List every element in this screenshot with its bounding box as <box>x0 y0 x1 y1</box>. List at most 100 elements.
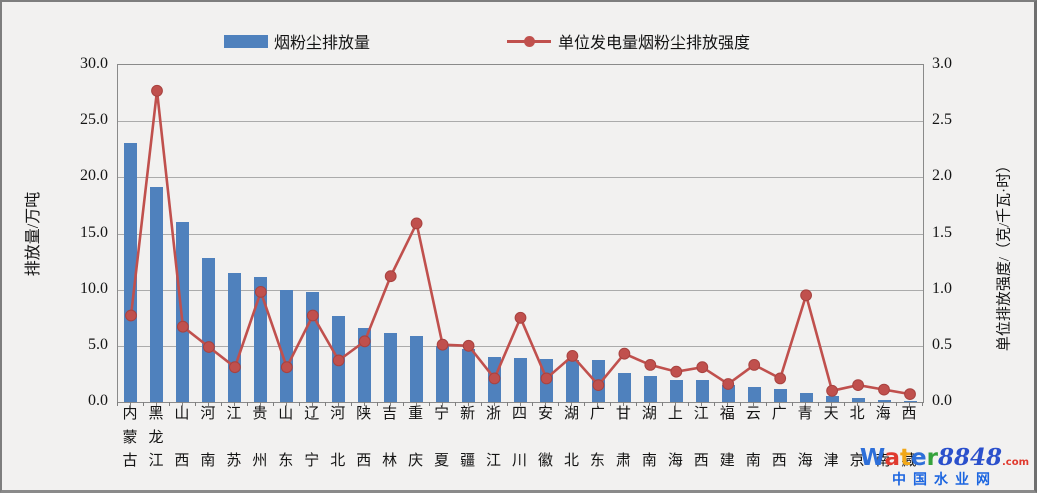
bar-山西 <box>176 222 190 402</box>
line-point-上海 <box>670 365 683 378</box>
x-axis-labels: 内蒙古黑龙江山西河南江苏贵州山东辽宁河北陕西吉林重庆宁夏新疆浙江四川安徽湖北广东… <box>117 406 922 470</box>
line-point-陕西 <box>358 335 371 348</box>
line-point-广东 <box>592 379 605 392</box>
x-category-label-新疆: 新疆 <box>460 406 476 469</box>
x-axis-tick <box>207 402 209 406</box>
line-point-北京 <box>852 379 864 392</box>
x-axis-tick <box>194 402 196 406</box>
x-axis-tick <box>259 402 261 406</box>
x-axis-tick <box>363 402 365 406</box>
x-axis-tick <box>740 402 742 406</box>
left-axis-tick-label: 20.0 <box>80 167 108 185</box>
x-category-label-山西: 山西 <box>174 406 190 469</box>
line-point-重庆 <box>410 217 423 230</box>
left-axis-tick-label: 15.0 <box>80 223 108 241</box>
x-axis-tick <box>792 402 794 406</box>
line-marker-icon <box>523 35 535 47</box>
x-category-label-甘肃: 甘肃 <box>615 406 631 469</box>
x-axis-tick <box>870 402 872 406</box>
x-axis-tick <box>844 402 846 406</box>
bar-天津 <box>825 396 839 402</box>
x-axis-tick <box>376 402 378 406</box>
x-category-label-河北: 河北 <box>330 406 346 469</box>
x-axis-tick <box>805 402 807 406</box>
x-axis-tick <box>142 402 144 406</box>
line-point-江苏 <box>229 361 241 374</box>
x-axis-tick <box>467 402 469 406</box>
line-point-安徽 <box>540 372 553 385</box>
x-axis-tick <box>883 402 885 406</box>
line-point-山西 <box>177 320 189 333</box>
x-axis-tick <box>701 402 703 406</box>
bar-甘肃 <box>617 372 631 402</box>
watermark-subtitle: 中国水业网 <box>891 472 997 488</box>
right-axis-tick-label: 2.5 <box>932 111 952 129</box>
x-axis-tick <box>233 402 235 406</box>
x-category-label-北京: 北京 <box>849 406 865 469</box>
watermark-letter: r <box>926 445 938 471</box>
x-axis-tick <box>415 402 417 406</box>
watermark-tld: .com <box>1001 457 1029 468</box>
x-category-label-陕西: 陕西 <box>356 406 372 469</box>
x-category-label-安徽: 安徽 <box>537 406 553 469</box>
x-axis-tick <box>311 402 313 406</box>
bar-青海 <box>799 393 813 402</box>
gridline <box>118 289 923 291</box>
x-axis-tick <box>506 402 508 406</box>
x-category-label-山东: 山东 <box>278 406 294 469</box>
left-axis-tick-label: 25.0 <box>80 111 108 129</box>
x-category-label-河南: 河南 <box>200 406 216 469</box>
line-series-swatch <box>507 35 551 47</box>
x-axis-tick <box>558 402 560 406</box>
bar-上海 <box>669 379 683 402</box>
x-axis-tick <box>117 402 118 406</box>
watermark-number: 8848 <box>937 444 1002 471</box>
x-category-label-宁夏: 宁夏 <box>434 406 450 469</box>
line-point-河北 <box>332 354 345 367</box>
x-axis-tick <box>909 402 911 406</box>
bar-云南 <box>747 387 761 402</box>
watermark-letter: e <box>911 445 927 471</box>
gridline <box>118 345 923 347</box>
x-axis-tick <box>857 402 859 406</box>
x-category-label-云南: 云南 <box>745 406 761 469</box>
x-axis-tick <box>441 402 443 406</box>
plot-area <box>117 64 924 403</box>
x-axis-tick <box>337 402 339 406</box>
left-axis-tick-label: 5.0 <box>88 335 108 353</box>
line-point-青海 <box>800 289 812 302</box>
x-axis-tick <box>480 402 482 406</box>
right-axis-tick-label: 0.0 <box>932 392 952 409</box>
x-axis-tick <box>688 402 690 406</box>
intensity-line <box>129 90 911 396</box>
x-category-label-贵州: 贵州 <box>252 406 268 469</box>
x-axis-tick <box>519 402 521 406</box>
bar-福建 <box>721 385 735 402</box>
bar-四川 <box>514 358 527 402</box>
x-axis-tick <box>623 402 625 406</box>
x-axis-tick <box>220 402 222 406</box>
x-category-label-浙江: 浙江 <box>486 406 502 469</box>
bar-series-swatch <box>224 34 268 48</box>
line-point-黑龙江 <box>151 84 163 97</box>
x-category-label-吉林: 吉林 <box>382 406 398 469</box>
x-category-label-广东: 广东 <box>589 406 605 469</box>
x-axis-tick <box>896 402 898 406</box>
x-axis-tick <box>428 402 430 406</box>
bar-河南 <box>202 258 216 402</box>
x-category-label-湖北: 湖北 <box>563 406 579 469</box>
x-axis-tick <box>571 402 573 406</box>
x-category-label-四川: 四川 <box>512 406 528 469</box>
x-axis-tick <box>662 402 664 406</box>
line-point-西藏 <box>904 388 916 401</box>
line-point-福建 <box>722 378 735 390</box>
watermark-letter: a <box>884 445 900 471</box>
x-category-label-上海: 上海 <box>667 406 683 469</box>
line-point-江西 <box>696 361 709 374</box>
bar-山东 <box>280 289 294 402</box>
gridline <box>118 177 923 179</box>
right-axis-tick-label: 1.0 <box>932 279 952 297</box>
x-category-label-西藏: 西藏 <box>901 406 917 469</box>
line-point-贵州 <box>254 286 267 298</box>
right-axis-title: 单位排放强度/（克/千瓦·时） <box>996 157 1013 352</box>
